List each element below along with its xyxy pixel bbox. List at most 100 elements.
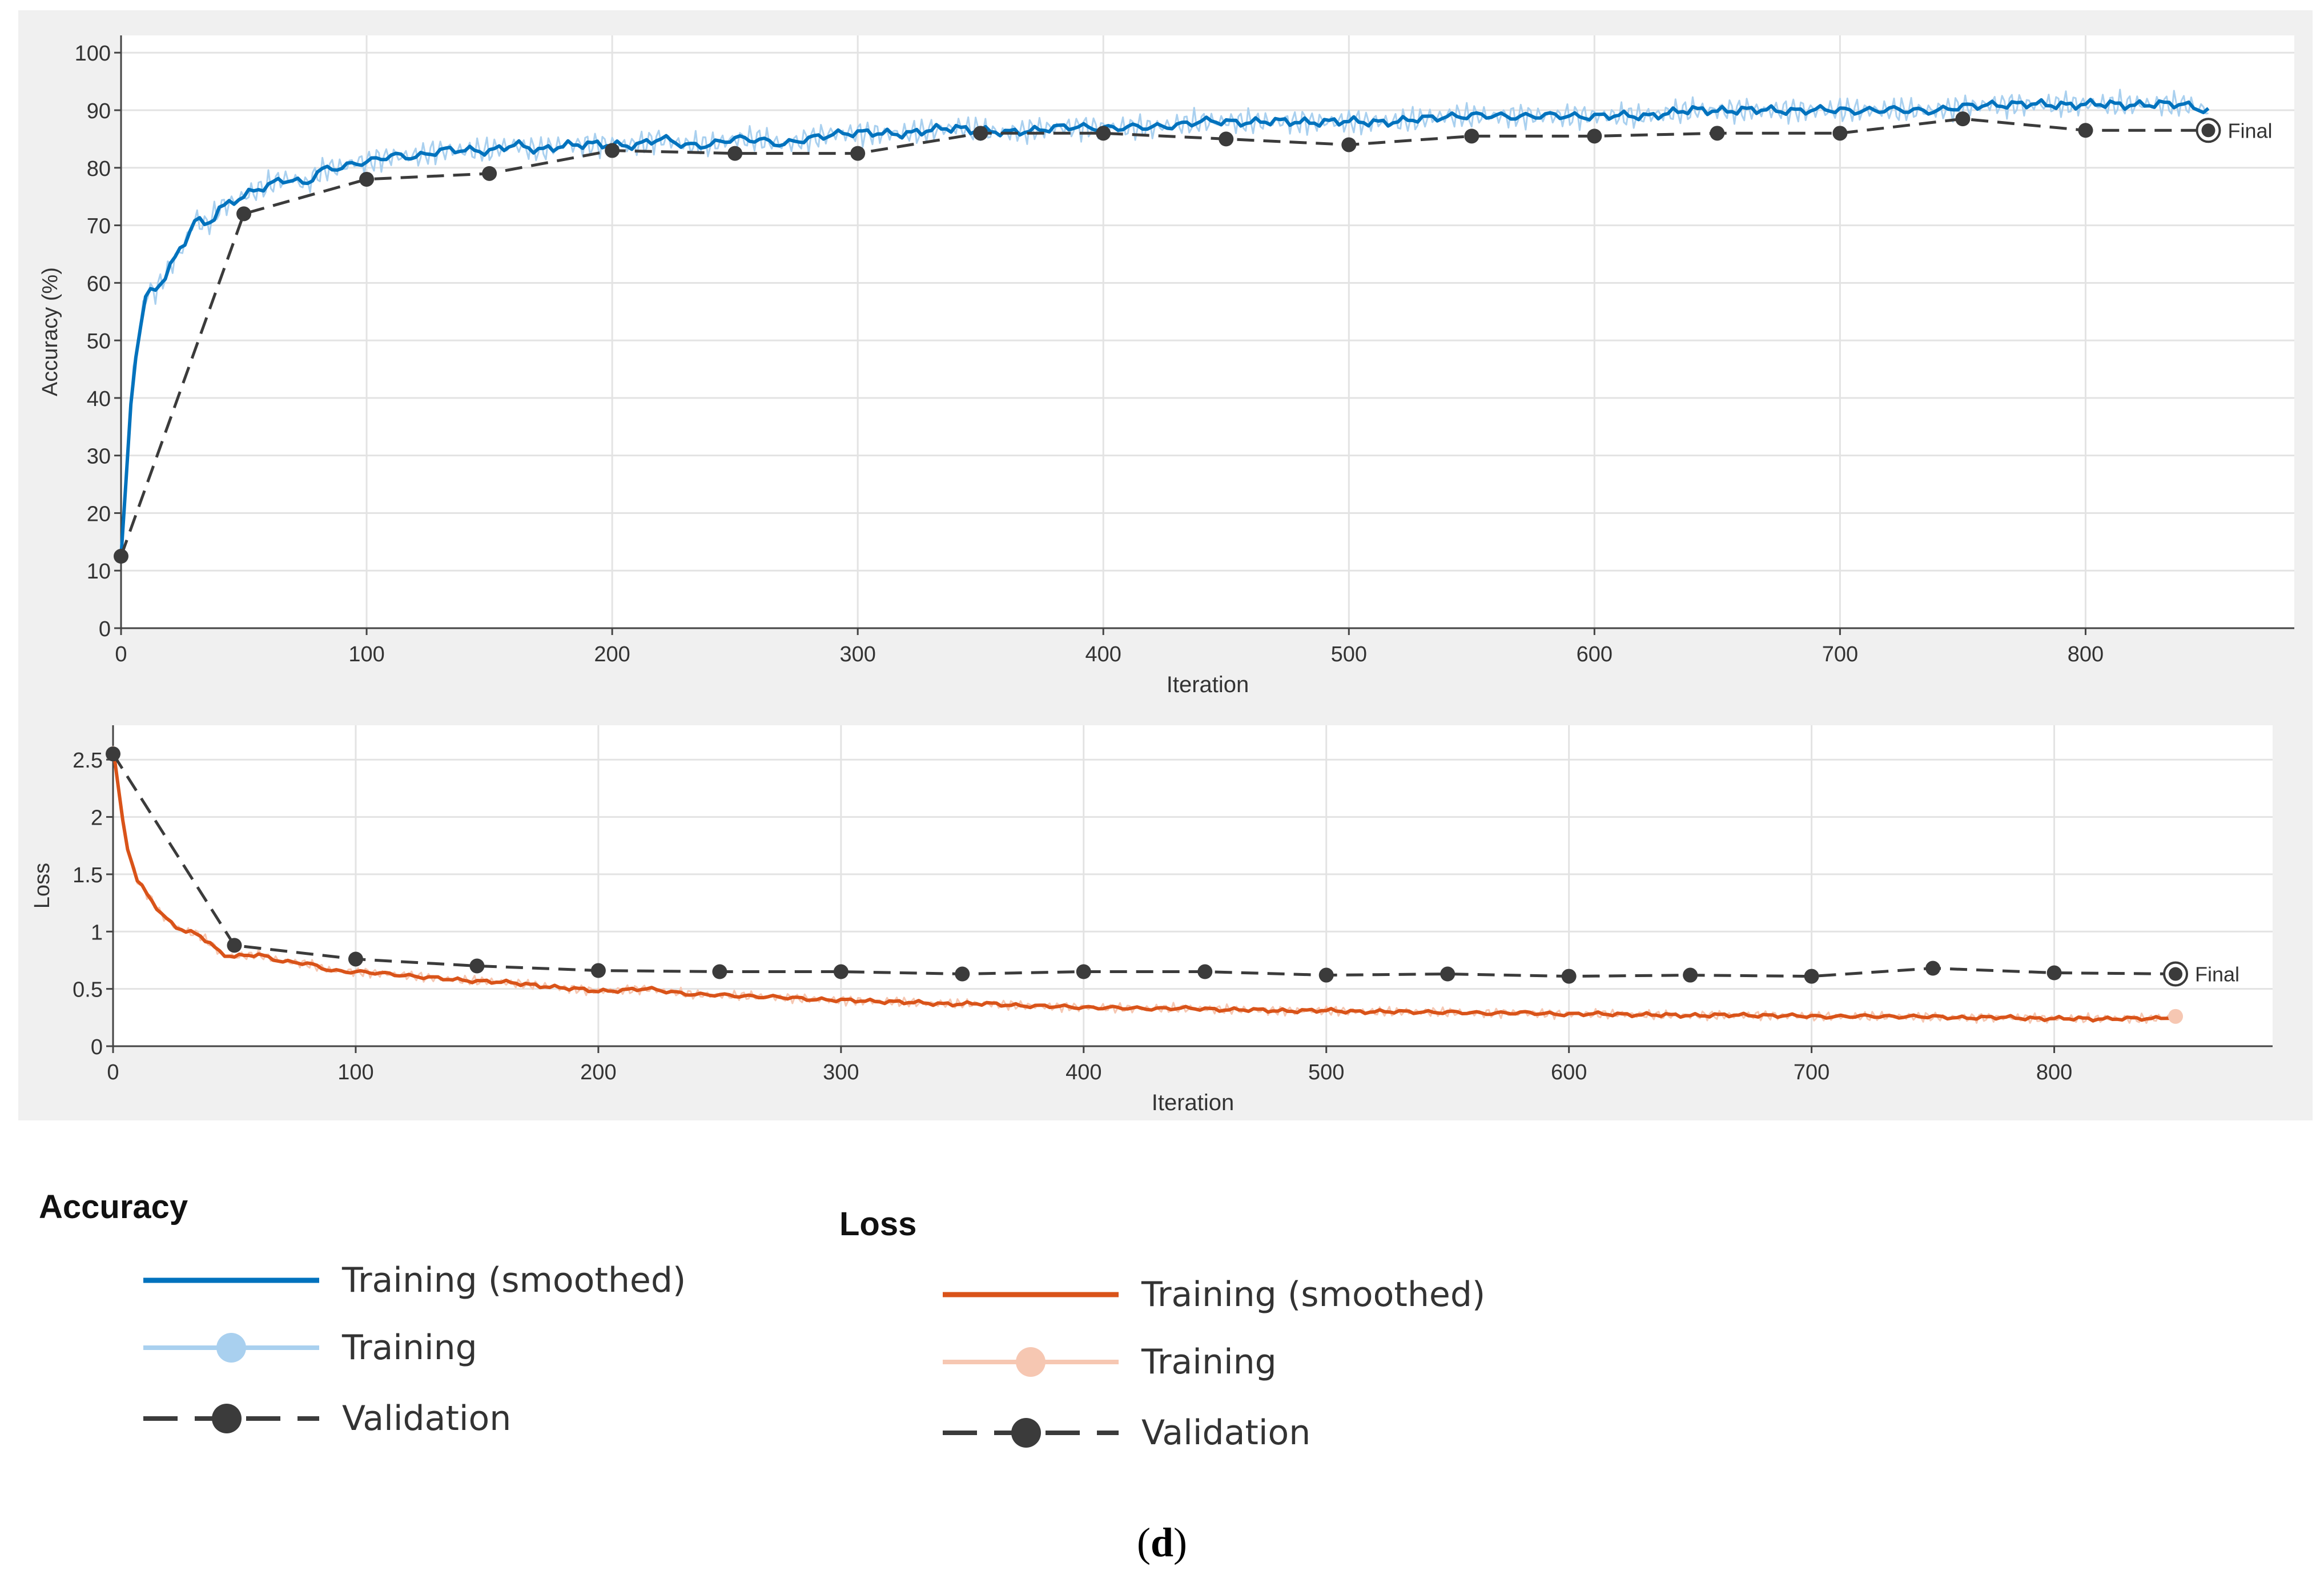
legend-loss-training: Training	[939, 1342, 1277, 1382]
x-tick-label: 700	[1794, 1060, 1830, 1084]
x-axis-label: Iteration	[1152, 1090, 1235, 1115]
validation-point	[482, 166, 497, 181]
x-tick-label: 200	[580, 1060, 616, 1084]
y-tick-label: 0	[91, 1035, 103, 1059]
validation-point	[2078, 123, 2093, 138]
validation-point	[1955, 111, 1971, 127]
validation-point	[1464, 128, 1479, 144]
validation-point	[1832, 126, 1848, 141]
x-tick-label: 600	[1577, 642, 1613, 666]
validation-point	[469, 958, 485, 974]
x-tick-label: 0	[107, 1060, 119, 1084]
final-label: Final	[2195, 963, 2239, 986]
validation-point	[1318, 967, 1334, 983]
y-tick-label: 30	[87, 445, 111, 469]
caption-letter: d	[1150, 1520, 1174, 1565]
validation-point	[1587, 128, 1602, 144]
legend-marker-swatch	[943, 1347, 1119, 1377]
validation-point	[227, 938, 242, 953]
legend-label: Validation	[1141, 1413, 1311, 1453]
caption-close: )	[1173, 1520, 1187, 1565]
validation-point	[1076, 964, 1091, 979]
x-tick-label: 600	[1551, 1060, 1587, 1084]
training-final-point	[2168, 1009, 2184, 1024]
caption-open: (	[1136, 1520, 1151, 1565]
x-tick-label: 0	[115, 642, 127, 666]
training-smoothed-line	[119, 98, 2210, 557]
validation-point	[1925, 961, 1941, 976]
y-tick-label: 20	[87, 502, 111, 526]
legend-loss-title: Loss	[839, 1206, 917, 1243]
figure-caption: (d)	[0, 1519, 2324, 1566]
validation-point	[1096, 126, 1111, 141]
validation-point	[1440, 966, 1455, 982]
x-tick-label: 500	[1308, 1060, 1344, 1084]
y-tick-label: 1	[91, 921, 103, 945]
y-axis-label: Accuracy (%)	[38, 267, 62, 396]
legend-label: Training (smoothed)	[1141, 1275, 1486, 1315]
x-tick-label: 700	[1822, 642, 1858, 666]
x-tick-label: 300	[839, 642, 875, 666]
x-tick-label: 500	[1331, 642, 1367, 666]
accuracy-chart: 0 10 20 30 40 50 60 70 80 90 100 0 100 200 300 400 500 60…	[38, 35, 2294, 697]
loss-chart: 0 0.5 1 1.5 2 2.5 0 100 200 300 400 500 600 700 800 Ite…	[30, 725, 2273, 1115]
validation-line	[119, 117, 2209, 557]
x-tick-label: 800	[2036, 1060, 2072, 1084]
y-tick-label: 1.5	[73, 863, 103, 887]
y-axis-label: Loss	[30, 863, 54, 909]
validation-point	[1710, 126, 1725, 141]
legend-label: Training	[1141, 1342, 1277, 1382]
legend-accuracy-training: Training	[140, 1328, 477, 1368]
legend-loss-smoothed: Training (smoothed)	[939, 1275, 1485, 1315]
validation-point	[114, 549, 128, 564]
validation-point	[973, 126, 988, 141]
legend-label: Training	[342, 1328, 477, 1368]
validation-point	[359, 171, 375, 187]
validation-point	[348, 951, 363, 967]
training-smoothed-line	[111, 747, 2177, 1023]
validation-point	[1683, 967, 1698, 983]
y-tick-label: 10	[87, 560, 111, 584]
validation-point	[712, 964, 727, 979]
x-tick-label: 200	[594, 642, 630, 666]
legend-accuracy-smoothed: Training (smoothed)	[140, 1260, 686, 1300]
validation-point	[727, 146, 743, 161]
validation-point	[2046, 965, 2062, 981]
y-tick-label: 0	[99, 617, 111, 641]
legend-accuracy-validation: Validation	[140, 1399, 511, 1439]
plot-area	[113, 725, 2273, 1046]
y-tick-label: 50	[87, 330, 111, 353]
plot-area	[121, 35, 2294, 628]
legend-label: Training (smoothed)	[342, 1260, 686, 1300]
legend-line-swatch	[943, 1292, 1119, 1297]
validation-point	[590, 963, 606, 978]
validation-point	[106, 746, 120, 762]
y-tick-label: 40	[87, 387, 111, 411]
validation-line	[111, 753, 2176, 978]
x-axis-label: Iteration	[1167, 672, 1249, 697]
validation-point	[833, 964, 849, 979]
validation-point	[1561, 969, 1577, 984]
x-tick-label: 300	[823, 1060, 859, 1084]
legend-label: Validation	[342, 1399, 512, 1439]
legend-dashed-swatch	[143, 1404, 319, 1433]
legend-loss-validation: Validation	[939, 1413, 1310, 1453]
x-tick-label: 400	[1065, 1060, 1101, 1084]
validation-point	[1219, 131, 1234, 147]
validation-point	[1197, 964, 1213, 979]
x-tick-label: 800	[2068, 642, 2104, 666]
x-tick-label: 400	[1085, 642, 1121, 666]
validation-point	[236, 206, 252, 222]
y-tick-label: 0.5	[73, 978, 103, 1002]
validation-point	[1341, 137, 1357, 152]
legend-line-swatch	[143, 1277, 319, 1283]
x-tick-label: 100	[348, 642, 384, 666]
y-tick-label: 70	[87, 215, 111, 239]
final-marker-dot	[2201, 123, 2216, 138]
y-tick-label: 2	[91, 806, 103, 830]
legend-marker-swatch	[143, 1333, 319, 1363]
validation-point	[850, 146, 866, 161]
validation-point	[605, 143, 620, 158]
legend-accuracy-title: Accuracy	[39, 1188, 188, 1226]
y-tick-label: 90	[87, 99, 111, 123]
